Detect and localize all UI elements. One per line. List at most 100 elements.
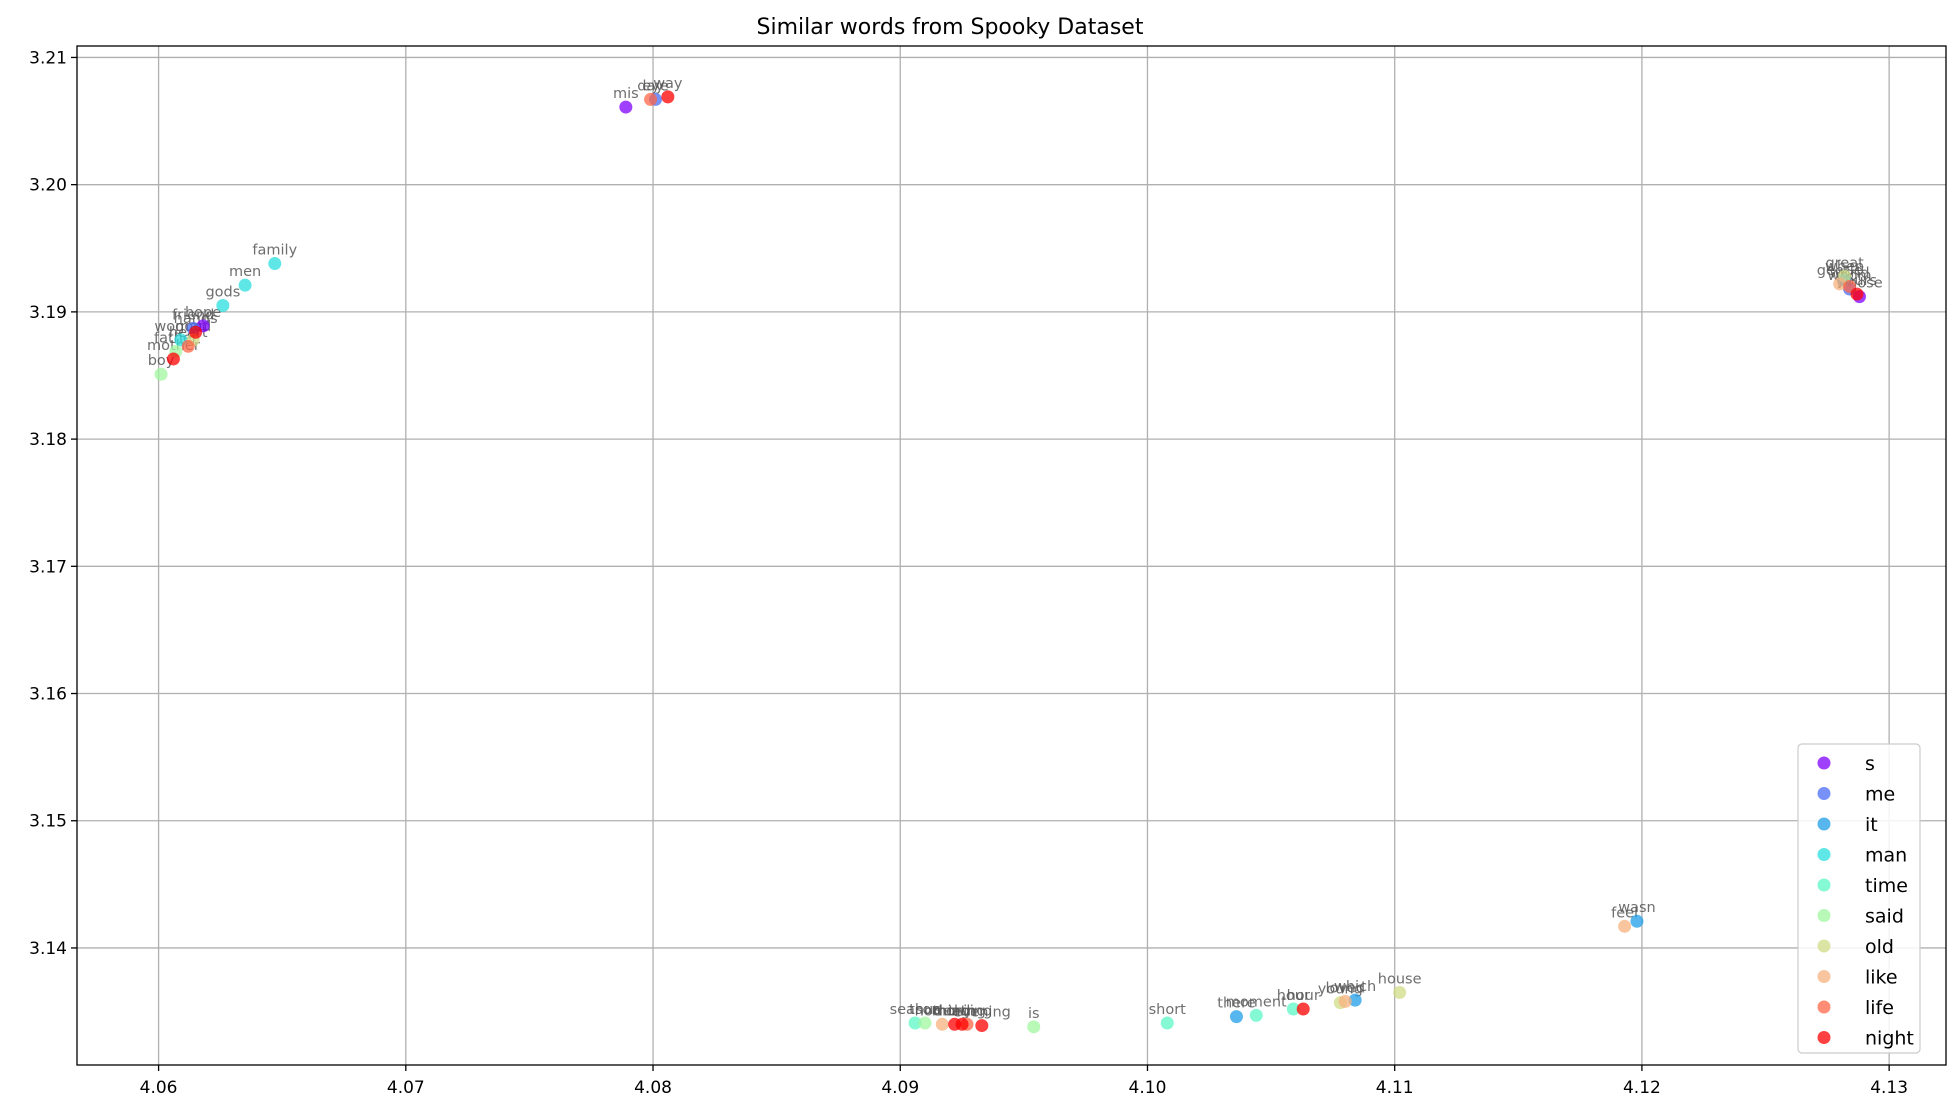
scatter-point [1833, 277, 1847, 291]
point-word-label: evening [953, 1005, 1011, 1021]
scatter-point [908, 1016, 922, 1030]
legend-label: me [1865, 784, 1895, 806]
point-word-label: hour [1277, 988, 1310, 1004]
legend-label: said [1865, 906, 1904, 928]
x-tick-label: 4.11 [1376, 1078, 1414, 1098]
grid [77, 46, 1946, 1065]
scatter-point [1630, 914, 1644, 928]
point-word-label: young [1318, 982, 1363, 998]
data-points [154, 90, 1866, 1034]
point-word-label: feel [1611, 905, 1638, 921]
x-tick-label: 4.12 [1623, 1078, 1661, 1098]
legend-marker [1817, 756, 1831, 770]
legend-label: man [1865, 845, 1907, 867]
legend: s me it man time said old like life night [1797, 743, 1921, 1054]
scatter-point [1338, 994, 1352, 1008]
scatter-point [268, 257, 282, 271]
legend-marker [1817, 1000, 1831, 1014]
scatter-point [661, 90, 675, 104]
point-word-label: short [1149, 1002, 1187, 1018]
point-word-label: moment [1226, 994, 1287, 1010]
y-tick-label: 3.21 [29, 48, 67, 68]
legend-label: time [1865, 875, 1908, 897]
y-tick-label: 3.19 [29, 303, 67, 323]
plot-area [76, 45, 1947, 1066]
legend-marker [1817, 787, 1831, 800]
scatter-point [189, 325, 203, 339]
legend-marker [1817, 970, 1831, 983]
x-tick-label: 4.08 [634, 1078, 672, 1098]
scatter-point [238, 278, 252, 292]
chart-title: Similar words from Spooky Dataset [757, 15, 1144, 40]
scatter-point [1348, 993, 1362, 1007]
legend-label: like [1865, 967, 1898, 989]
y-tick-label: 3.18 [29, 430, 67, 450]
point-word-label: death [934, 1003, 976, 1019]
point-word-label: hope [185, 305, 221, 321]
y-tick-label: 3.16 [29, 685, 67, 705]
x-tick-label: 4.10 [1129, 1078, 1167, 1098]
point-word-label: there [1217, 996, 1255, 1012]
y-tick-label: 3.14 [29, 939, 67, 959]
legend-label: old [1865, 936, 1894, 958]
point-word-label: mis [613, 86, 639, 102]
point-word-label: day [637, 78, 664, 94]
point-word-label: house [1378, 971, 1422, 987]
point-word-label: wasn [1618, 900, 1656, 916]
scatter-point [1393, 985, 1407, 999]
legend-label: life [1865, 997, 1894, 1019]
scatter-point [935, 1017, 949, 1031]
point-word-label: family [252, 243, 297, 259]
scatter-point [181, 339, 195, 353]
point-word-label: thing [948, 1003, 985, 1019]
point-word-label: is [1028, 1006, 1040, 1022]
scatter-point [644, 92, 658, 106]
x-tick-label: 4.09 [881, 1078, 919, 1098]
point-word-label: season [890, 1002, 941, 1018]
point-word-label: morning [932, 1003, 992, 1019]
legend-marker [1817, 1031, 1831, 1044]
point-word-label: when [1825, 259, 1864, 275]
scatter-point [975, 1019, 989, 1033]
legend-marker [1817, 817, 1831, 831]
point-word-label: which [1334, 979, 1376, 995]
legend-marker [1817, 939, 1831, 953]
x-tick-label: 4.07 [387, 1078, 425, 1098]
legend-marker [1817, 848, 1831, 861]
y-tick-label: 3.20 [29, 176, 67, 196]
scatter-point [918, 1016, 932, 1030]
scatter-point [1296, 1002, 1310, 1016]
point-word-label: loved [1325, 980, 1365, 996]
axis-ticks: 4.06 4.07 4.08 4.09 4.10 4.11 4.12 4.13 3.14 3.15… [29, 48, 1908, 1098]
x-tick-label: 4.13 [1870, 1078, 1908, 1098]
point-word-label: eye [642, 78, 669, 94]
scatter-point [1249, 1008, 1263, 1022]
scatter-point [1160, 1016, 1174, 1030]
point-word-label: gods [205, 285, 240, 301]
legend-label: s [1865, 753, 1875, 775]
scatter-point [1618, 919, 1632, 933]
point-word-label: great [1825, 255, 1864, 271]
scatter-point [216, 299, 230, 313]
y-tick-label: 3.17 [29, 557, 67, 577]
scatter-point [166, 352, 180, 366]
legend-marker [1817, 909, 1831, 922]
scatter-point [1286, 1002, 1300, 1016]
scatter-point [955, 1017, 969, 1031]
legend-frame [1797, 743, 1921, 1054]
scatter-point [1229, 1010, 1243, 1024]
point-word-label: way [653, 76, 683, 92]
word-labels: mishopewhoseeyefriendwhomtherewhichwasnw… [147, 76, 1883, 1022]
point-word-label: nothing [915, 1003, 970, 1019]
scatter-point [1850, 287, 1864, 301]
point-word-label: thus [909, 1002, 941, 1018]
point-word-label: hour [1287, 988, 1320, 1004]
x-tick-label: 4.06 [140, 1078, 178, 1098]
point-word-label: gentle [1817, 263, 1863, 279]
legend-marker [1817, 878, 1831, 892]
y-tick-label: 3.15 [29, 812, 67, 832]
scatter-point [154, 367, 168, 381]
legend-label: it [1865, 814, 1878, 836]
scatter-point [619, 100, 633, 114]
